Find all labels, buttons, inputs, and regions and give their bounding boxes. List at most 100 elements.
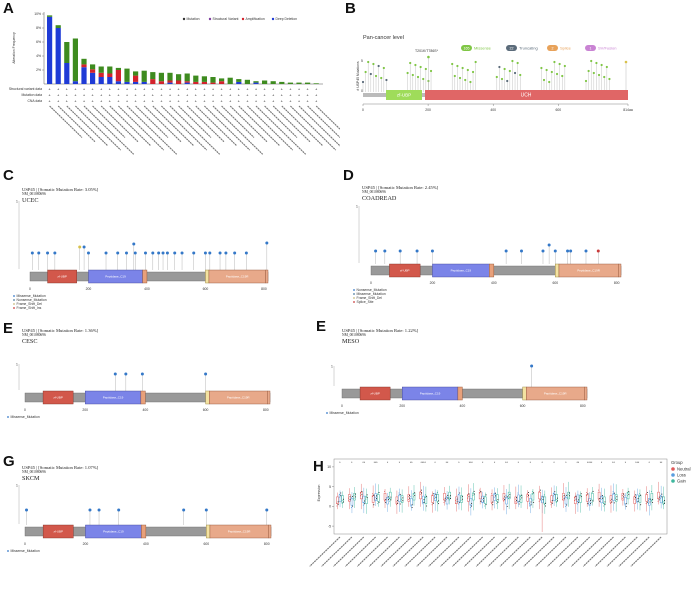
bar-mutation-18 xyxy=(193,75,199,82)
panel-label-h: H xyxy=(313,458,324,475)
panel-a-legend-3: Amplification xyxy=(246,17,265,21)
svg-text:Peptidase_C19: Peptidase_C19 xyxy=(105,275,126,279)
panel-a-xlabel-26 xyxy=(264,105,298,138)
bar-mutation-15 xyxy=(167,72,173,81)
panel-a-yticks: 10% 8% 6% 4% 2% xyxy=(34,12,44,72)
svg-text:Peptidase_C19: Peptidase_C19 xyxy=(103,396,124,400)
panel-a-xlabel-6 xyxy=(92,105,126,138)
panel-b-mutation-49 xyxy=(382,66,385,70)
panel-b-xtick-1: 0 xyxy=(362,108,364,112)
panel-b-mutation-59 xyxy=(563,64,566,68)
svg-text:Peptidase_C19: Peptidase_C19 xyxy=(103,530,124,534)
panel-h-box-2-loss xyxy=(350,498,354,506)
panel-h-sig-20: * xyxy=(565,461,567,465)
panel-d-lollipop: 1 zf-UBP Peptidase_C19 Peptidase_C19R 0 200 40… xyxy=(353,205,622,304)
lp-G-legend-1: Missense_Mutation xyxy=(11,549,40,553)
lp-E2-xtick-2: 200 xyxy=(399,404,405,408)
bar-mutation-31 xyxy=(305,82,311,84)
panel-h-sig-11: * xyxy=(458,461,460,465)
lp-C-mutation-1 xyxy=(30,251,34,255)
svg-text:+: + xyxy=(289,86,292,91)
svg-text:+: + xyxy=(229,86,232,91)
bar-deep-deletion-3 xyxy=(64,63,70,84)
lp-E1-domain-zf xyxy=(42,390,74,405)
lp-E1-xtick-4: 600 xyxy=(203,408,209,412)
svg-text:+: + xyxy=(83,86,86,91)
panel-h-box-11-loss xyxy=(457,494,461,502)
svg-text:+: + xyxy=(100,86,103,91)
panel-h-box-8-gain xyxy=(424,496,428,504)
panel-h-box-20-loss xyxy=(564,497,568,505)
lp-C-mutation-17 xyxy=(165,251,169,255)
svg-text:+: + xyxy=(126,98,129,103)
panel-b-mutation-53 xyxy=(561,74,564,78)
bar-mutation-28 xyxy=(279,81,285,84)
panel-b-mutation-60 xyxy=(608,77,611,81)
panel-b-mutation-52 xyxy=(516,61,519,65)
lp-E2-xtick-3: 400 xyxy=(460,404,466,408)
svg-text:Peptidase_C19R: Peptidase_C19R xyxy=(577,269,601,273)
svg-text:+: + xyxy=(152,86,155,91)
svg-text:+: + xyxy=(117,98,120,103)
panel-b-mutation-23 xyxy=(548,80,551,84)
lp-C-mutation-26 xyxy=(244,251,248,255)
panel-b-legend: 165 Missense 22 Truncating 2 Splice 1 SV/Fusion xyxy=(461,45,616,51)
panel-h-xlabel-27 xyxy=(618,536,650,567)
panel-b-mutation-39 xyxy=(466,68,469,72)
panel-h-box-6-loss xyxy=(398,494,401,502)
panel-b-mutation-6 xyxy=(584,79,588,83)
svg-text:+: + xyxy=(91,92,94,97)
panel-h-sig-4: *** xyxy=(374,461,379,465)
panel-a-row-3: CNA data xyxy=(27,99,42,103)
svg-text:+: + xyxy=(289,98,292,103)
svg-text:+: + xyxy=(143,98,146,103)
panel-h-box-5-loss xyxy=(386,497,389,505)
lp-C-mutation-15 xyxy=(157,251,161,255)
lp-E2-domain-zf xyxy=(359,386,391,401)
svg-text:+: + xyxy=(83,92,86,97)
svg-text:+: + xyxy=(169,92,172,97)
panel-b-mutation-19 xyxy=(369,72,372,76)
panel-h-box-9-gain xyxy=(436,494,440,502)
panel-b-mutation-22 xyxy=(503,67,506,71)
panel-b-hotspot: T201K/T786S* xyxy=(415,49,439,53)
panel-b-mutation-45 xyxy=(469,80,472,84)
svg-text:zf-UBP: zf-UBP xyxy=(53,530,63,534)
panel-a-ytick-2: 8% xyxy=(36,26,41,30)
panel-h-sig-14: * xyxy=(494,461,496,465)
bar-amplification-21 xyxy=(219,81,225,84)
panel-h-xlabel-25 xyxy=(594,536,626,567)
panel-h-box-14-gain xyxy=(496,494,499,502)
lp-E2-mutation-1 xyxy=(530,364,534,368)
lp-C-mutation-8 xyxy=(104,251,108,255)
bar-amplification-15 xyxy=(167,80,173,83)
panel-h-box-15-loss xyxy=(505,497,508,505)
panel-b-mutation-37 xyxy=(377,64,380,68)
panel-h-box-16-gain xyxy=(519,495,523,503)
panel-a-xlabel-15 xyxy=(169,105,221,155)
panel-a-ylabel: Alteration Frequency xyxy=(12,32,16,64)
bar-deep-deletion-2 xyxy=(55,28,61,84)
svg-text:+: + xyxy=(57,86,60,91)
panel-h-box-21-loss xyxy=(576,494,580,502)
svg-text:+: + xyxy=(255,98,258,103)
panel-h-box-17-gain xyxy=(531,493,535,501)
bar-deep-deletion-9 xyxy=(115,81,121,84)
lp-E1-xtick-1: 0 xyxy=(24,408,26,412)
lp-C-mutation-20 xyxy=(192,251,196,255)
svg-text:+: + xyxy=(298,98,301,103)
panel-h-xlabel-11 xyxy=(428,536,460,567)
panel-a-xlabel-21 xyxy=(221,105,255,138)
svg-text:1: 1 xyxy=(331,365,333,369)
panel-a-xlabel-5 xyxy=(83,105,135,155)
panel-h-box-4-gain xyxy=(377,494,380,502)
svg-text:+: + xyxy=(195,86,198,91)
lp-E1-xtick-2: 200 xyxy=(82,408,88,412)
panel-e1-lollipop: 1 zf-UBP Peptidase_C19 Peptidase_C19R 0 200 40… xyxy=(7,363,271,419)
panel-g-header: USP45 | [Somatic Mutation Rate: 1.07%] NM… xyxy=(22,465,99,482)
panel-h-box-7-gain xyxy=(412,493,416,501)
bar-mutation-10 xyxy=(124,68,130,82)
panel-h-sig-27: * xyxy=(648,461,650,465)
panel-h-box-26-neutral xyxy=(633,496,637,504)
lp-G-xtick-3: 400 xyxy=(143,542,149,546)
